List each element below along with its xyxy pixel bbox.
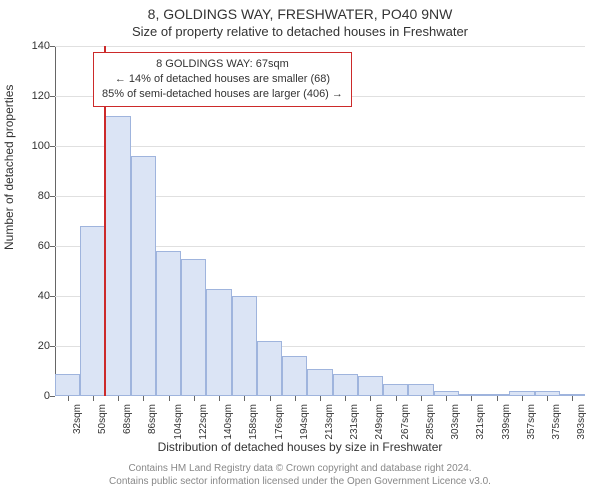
histogram-bar — [156, 251, 181, 396]
x-tick-mark — [421, 396, 422, 401]
histogram-plot: 02040608010012014032sqm50sqm68sqm86sqm10… — [55, 46, 585, 396]
y-tick-label: 40 — [20, 290, 50, 302]
x-tick-mark — [497, 396, 498, 401]
y-tick-mark — [50, 46, 55, 47]
x-tick-label: 194sqm — [299, 404, 310, 444]
x-tick-mark — [244, 396, 245, 401]
x-tick-mark — [320, 396, 321, 401]
x-tick-label: 339sqm — [501, 404, 512, 444]
footer-line-1: Contains HM Land Registry data © Crown c… — [0, 462, 600, 475]
x-axis-label: Distribution of detached houses by size … — [0, 440, 600, 454]
x-tick-label: 393sqm — [576, 404, 587, 444]
gridline — [55, 146, 585, 147]
histogram-bar — [80, 226, 105, 396]
x-tick-mark — [370, 396, 371, 401]
footer-line-2: Contains public sector information licen… — [0, 475, 600, 488]
histogram-bar — [358, 376, 383, 396]
y-tick-label: 120 — [20, 90, 50, 102]
x-tick-label: 267sqm — [400, 404, 411, 444]
x-tick-mark — [471, 396, 472, 401]
x-tick-mark — [572, 396, 573, 401]
annotation-line: 85% of semi-detached houses are larger (… — [102, 87, 343, 102]
x-tick-label: 50sqm — [97, 404, 108, 444]
histogram-bar — [408, 384, 433, 397]
x-tick-mark — [143, 396, 144, 401]
histogram-bar — [282, 356, 307, 396]
x-tick-label: 104sqm — [173, 404, 184, 444]
x-tick-label: 357sqm — [526, 404, 537, 444]
gridline — [55, 46, 585, 47]
x-tick-mark — [446, 396, 447, 401]
x-tick-mark — [270, 396, 271, 401]
y-tick-mark — [50, 246, 55, 247]
x-tick-label: 32sqm — [72, 404, 83, 444]
y-axis-label: Number of detached properties — [2, 85, 16, 250]
histogram-bar — [383, 384, 408, 397]
y-tick-label: 60 — [20, 240, 50, 252]
x-tick-label: 68sqm — [122, 404, 133, 444]
x-tick-mark — [118, 396, 119, 401]
x-tick-mark — [396, 396, 397, 401]
histogram-bar — [307, 369, 332, 397]
x-tick-mark — [93, 396, 94, 401]
x-tick-mark — [169, 396, 170, 401]
x-tick-mark — [68, 396, 69, 401]
annotation-line: ← 14% of detached houses are smaller (68… — [102, 72, 343, 87]
annotation-box: 8 GOLDINGS WAY: 67sqm← 14% of detached h… — [93, 52, 352, 107]
y-tick-label: 100 — [20, 140, 50, 152]
y-tick-label: 20 — [20, 340, 50, 352]
histogram-bar — [131, 156, 156, 396]
y-tick-mark — [50, 396, 55, 397]
y-tick-label: 80 — [20, 190, 50, 202]
y-tick-mark — [50, 296, 55, 297]
y-tick-label: 140 — [20, 40, 50, 52]
histogram-bar — [333, 374, 358, 397]
x-tick-mark — [194, 396, 195, 401]
x-tick-label: 285sqm — [425, 404, 436, 444]
y-tick-label: 0 — [20, 390, 50, 402]
histogram-bar — [55, 374, 80, 397]
y-tick-mark — [50, 96, 55, 97]
chart-footer: Contains HM Land Registry data © Crown c… — [0, 462, 600, 488]
x-tick-mark — [295, 396, 296, 401]
chart-subtitle: Size of property relative to detached ho… — [0, 24, 600, 39]
histogram-bar — [232, 296, 257, 396]
x-tick-label: 231sqm — [349, 404, 360, 444]
histogram-bar — [105, 116, 130, 396]
x-tick-label: 86sqm — [147, 404, 158, 444]
x-tick-label: 321sqm — [475, 404, 486, 444]
histogram-bar — [206, 289, 231, 397]
y-tick-mark — [50, 346, 55, 347]
y-tick-mark — [50, 146, 55, 147]
x-tick-label: 249sqm — [374, 404, 385, 444]
x-tick-mark — [547, 396, 548, 401]
x-tick-label: 158sqm — [248, 404, 259, 444]
x-tick-mark — [345, 396, 346, 401]
x-tick-label: 213sqm — [324, 404, 335, 444]
x-tick-mark — [219, 396, 220, 401]
annotation-line: 8 GOLDINGS WAY: 67sqm — [102, 57, 343, 72]
x-tick-label: 303sqm — [450, 404, 461, 444]
x-tick-mark — [522, 396, 523, 401]
x-tick-label: 140sqm — [223, 404, 234, 444]
chart-title: 8, GOLDINGS WAY, FRESHWATER, PO40 9NW — [0, 6, 600, 22]
y-axis — [55, 46, 56, 396]
x-tick-label: 122sqm — [198, 404, 209, 444]
y-tick-mark — [50, 196, 55, 197]
histogram-bar — [181, 259, 206, 397]
x-tick-label: 375sqm — [551, 404, 562, 444]
histogram-bar — [257, 341, 282, 396]
x-tick-label: 176sqm — [274, 404, 285, 444]
